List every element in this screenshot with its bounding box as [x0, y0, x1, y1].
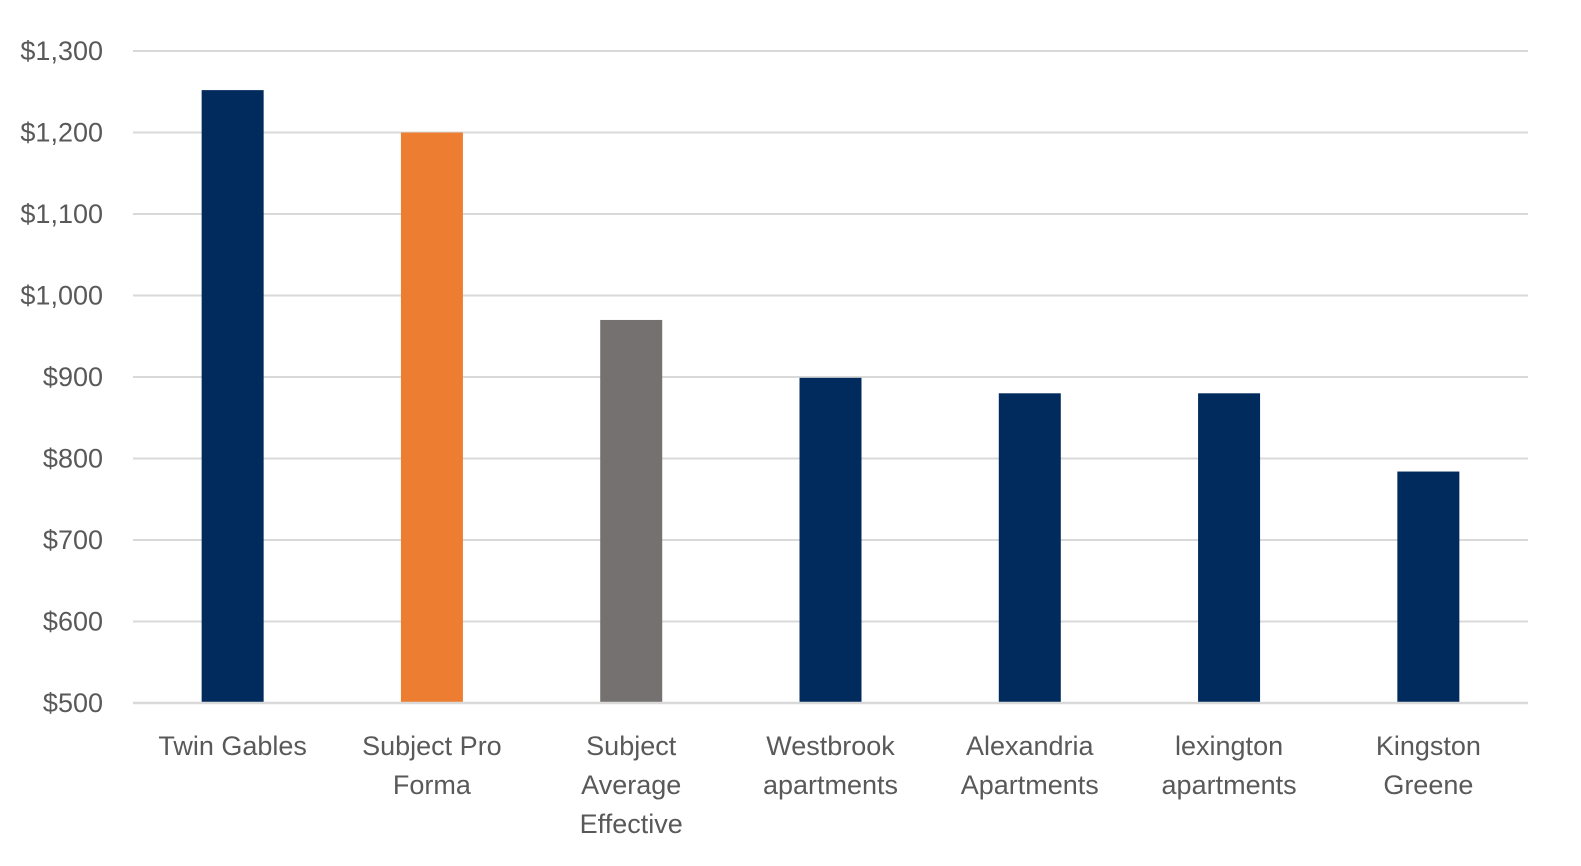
bars	[201, 90, 1460, 704]
bar	[1198, 393, 1261, 703]
x-axis-labels: Twin Gables Subject Pro Forma Subject Averag…	[158, 731, 1481, 839]
x-tick-label-line: Kingston	[1376, 731, 1481, 761]
x-tick-label: Subject Pro Forma	[362, 731, 502, 800]
x-tick-label-line: Subject	[586, 731, 677, 761]
bar	[400, 132, 463, 703]
x-tick-label-line: Westbrook	[766, 731, 895, 761]
y-tick-label: $500	[43, 688, 103, 718]
x-tick-label: Alexandria Apartments	[961, 731, 1099, 800]
x-tick-label-line: apartments	[1162, 770, 1297, 800]
y-tick-label: $1,300	[20, 36, 103, 66]
x-tick-label: Twin Gables	[158, 731, 307, 761]
y-tick-label: $600	[43, 607, 103, 637]
x-tick-label-line: Apartments	[961, 770, 1099, 800]
x-tick-label-line: Forma	[393, 770, 472, 800]
bar	[201, 90, 264, 704]
x-tick-label-line: Greene	[1383, 770, 1473, 800]
x-tick-label-line: Twin Gables	[158, 731, 307, 761]
y-axis-ticks: $500 $600 $700 $800 $900 $1,000 $1,100 $1,200 $1…	[20, 36, 103, 718]
x-tick-label: Subject Average Effective	[580, 731, 683, 839]
x-tick-label: Kingston Greene	[1376, 731, 1481, 800]
y-tick-label: $700	[43, 525, 103, 555]
y-tick-label: $800	[43, 444, 103, 474]
x-tick-label-line: lexington	[1175, 731, 1283, 761]
x-tick-label-line: Average	[581, 770, 681, 800]
bar	[1397, 471, 1460, 703]
x-tick-label-line: apartments	[763, 770, 898, 800]
y-tick-label: $1,000	[20, 281, 103, 311]
x-tick-label-line: Alexandria	[966, 731, 1095, 761]
y-tick-label: $900	[43, 362, 103, 392]
bar	[600, 319, 663, 703]
bar	[799, 377, 862, 703]
bar	[998, 393, 1061, 703]
y-tick-label: $1,200	[20, 118, 103, 148]
x-tick-label: lexington apartments	[1162, 731, 1297, 800]
x-tick-label-line: Subject Pro	[362, 731, 502, 761]
y-tick-label: $1,100	[20, 199, 103, 229]
x-tick-label-line: Effective	[580, 809, 683, 839]
x-tick-label: Westbrook apartments	[763, 731, 898, 800]
